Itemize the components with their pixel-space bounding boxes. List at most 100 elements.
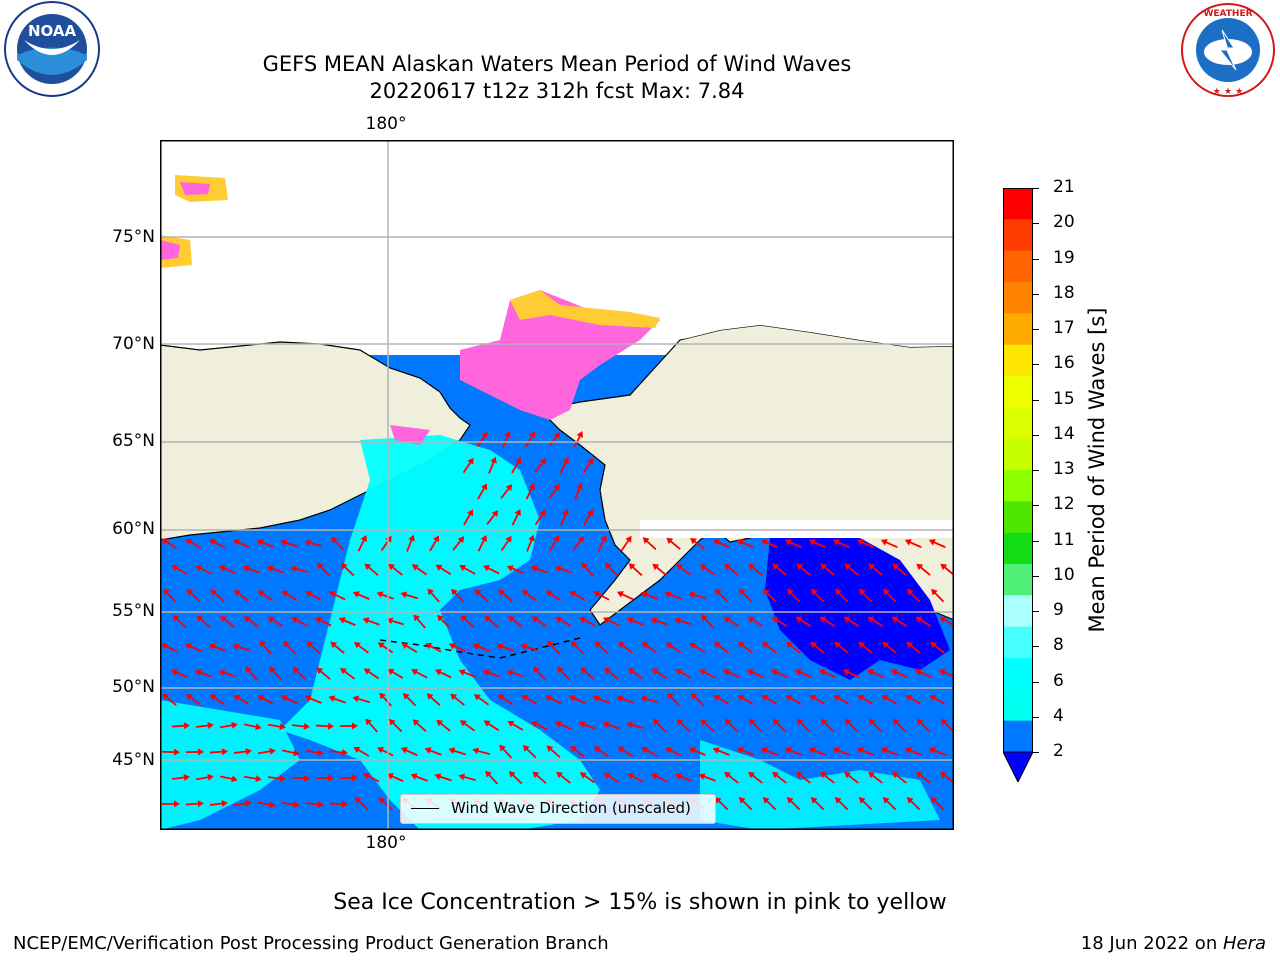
colorbar-tick-label: 4 xyxy=(1053,705,1064,726)
wind-arrow xyxy=(549,535,560,552)
wind-arrow xyxy=(291,722,310,730)
wind-arrow xyxy=(267,774,286,782)
wind-arrow xyxy=(522,745,537,759)
wind-arrow xyxy=(689,642,706,653)
lat-label-55: 55°N xyxy=(112,601,155,621)
wind-arrow xyxy=(186,693,201,706)
wind-arrow xyxy=(739,588,753,603)
wind-arrow xyxy=(688,591,706,600)
wind-arrow xyxy=(502,430,511,448)
wind-arrow xyxy=(737,694,754,705)
wind-arrow xyxy=(602,721,620,730)
wind-arrow xyxy=(842,669,860,679)
wind-arrow xyxy=(676,719,691,733)
wind-arrow xyxy=(714,641,729,654)
wind-arrow xyxy=(496,643,514,652)
wind-arrow xyxy=(316,667,331,680)
wind-arrow xyxy=(747,616,764,628)
legend-line-swatch xyxy=(411,808,439,809)
wind-arrow xyxy=(436,719,451,732)
wind-arrow xyxy=(269,666,283,681)
wind-arrow xyxy=(498,589,513,602)
wind-arrow xyxy=(209,800,228,807)
wind-arrow xyxy=(545,590,562,602)
wind-arrow xyxy=(245,666,258,681)
wind-arrow xyxy=(340,722,358,730)
colorbar-segment xyxy=(1003,564,1033,596)
wind-arrow xyxy=(579,617,596,627)
wind-arrow xyxy=(675,668,692,679)
colorbar-tick-label: 17 xyxy=(1053,318,1075,338)
wind-arrow xyxy=(928,539,946,549)
wind-arrow xyxy=(482,669,500,678)
wind-arrow xyxy=(534,458,547,473)
wind-arrow xyxy=(616,695,634,704)
wind-arrow xyxy=(891,616,908,628)
colorbar-tick-mark xyxy=(1033,611,1039,612)
legend-label: Wind Wave Direction (unscaled) xyxy=(451,799,691,817)
wind-arrow xyxy=(525,483,535,500)
wind-arrow xyxy=(424,747,442,756)
colorbar-segment xyxy=(1003,376,1033,408)
wind-arrow xyxy=(507,720,524,731)
wind-arrow xyxy=(316,774,334,782)
wind-arrow xyxy=(869,718,883,733)
wind-arrow xyxy=(931,588,945,603)
wind-arrow xyxy=(762,797,777,811)
wind-arrow xyxy=(784,747,802,756)
wind-arrow xyxy=(209,694,226,706)
wind-arrow xyxy=(477,483,488,500)
wind-arrow xyxy=(448,747,466,756)
wind-arrow xyxy=(292,667,307,681)
wind-arrow xyxy=(267,723,286,731)
wind-arrow xyxy=(232,539,250,549)
wind-arrow xyxy=(906,797,921,811)
wind-arrow xyxy=(572,536,585,551)
map-panel xyxy=(160,140,954,830)
colorbar-tick-mark xyxy=(1033,470,1039,471)
wind-arrow xyxy=(772,563,787,576)
wind-arrow xyxy=(712,539,730,549)
wind-arrow xyxy=(573,431,583,448)
wind-arrow xyxy=(594,641,609,655)
colorbar-tick-mark xyxy=(1033,188,1039,189)
wind-arrow xyxy=(593,591,610,601)
wind-arrow xyxy=(429,535,440,552)
footer-credit: NCEP/EMC/Verification Post Processing Pr… xyxy=(13,933,609,954)
wind-arrow xyxy=(458,669,476,678)
wind-arrow xyxy=(306,641,321,655)
lat-label-45: 45°N xyxy=(112,750,155,770)
wind-arrow xyxy=(554,721,572,731)
wind-arrow xyxy=(602,617,620,627)
wind-arrow xyxy=(317,562,331,577)
wind-arrow xyxy=(641,746,658,757)
wind-arrow xyxy=(651,773,668,783)
wind-arrow xyxy=(161,800,180,808)
wind-arrow xyxy=(354,641,369,654)
wind-arrow xyxy=(810,641,825,654)
wind-arrow xyxy=(483,720,500,732)
wind-arrow xyxy=(698,773,716,782)
wind-arrow xyxy=(257,590,274,602)
wind-arrow xyxy=(357,535,367,552)
nws-logo: WEATHER ★ ★ ★ xyxy=(1176,0,1280,100)
wind-arrow xyxy=(700,719,715,732)
wind-arrow xyxy=(882,641,897,654)
wind-arrow xyxy=(832,747,850,756)
wind-arrow xyxy=(315,617,332,627)
wind-arrow xyxy=(194,669,212,678)
wind-arrow xyxy=(450,693,465,706)
wind-arrow xyxy=(427,588,440,603)
colorbar-tick-mark xyxy=(1033,434,1039,436)
wind-arrow xyxy=(256,539,274,548)
wind-arrow xyxy=(701,614,715,629)
wind-arrow xyxy=(364,563,379,576)
wind-arrow xyxy=(867,616,884,628)
wind-arrow xyxy=(548,483,560,500)
wind-arrow xyxy=(641,642,658,654)
wind-arrow xyxy=(234,589,249,602)
wind-arrow xyxy=(786,797,801,811)
wind-arrow xyxy=(362,617,380,626)
wind-arrow xyxy=(917,718,931,733)
wind-arrow xyxy=(856,747,874,756)
